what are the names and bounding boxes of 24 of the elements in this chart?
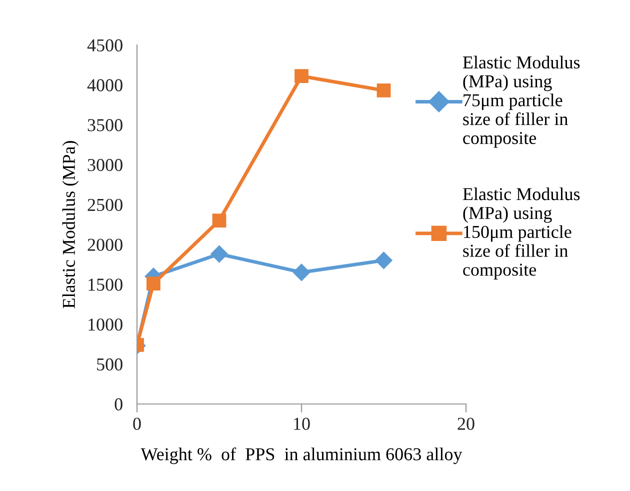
point xyxy=(212,214,226,228)
point xyxy=(210,245,228,263)
point xyxy=(375,252,392,269)
y-tick-label: 2000 xyxy=(88,238,122,251)
y-tick-label: 2500 xyxy=(88,198,122,211)
x-tick-label: 20 xyxy=(458,418,474,430)
y-tick-label: 4500 xyxy=(87,39,122,52)
y-tick-label: 0 xyxy=(114,398,122,410)
point xyxy=(294,69,308,84)
y-tick-label: 1000 xyxy=(88,318,122,331)
point xyxy=(146,276,160,290)
point xyxy=(376,84,391,98)
y-tick-label: 1500 xyxy=(88,278,122,291)
legend-label: Elastic Modulus (MPa) using 75μm particle size of filler in composite xyxy=(462,56,580,148)
y-axis-title: Elastic Modulus (MPa) xyxy=(62,141,79,308)
x-tick-label: 10 xyxy=(294,418,310,430)
x-axis-title: Weight % of PPS in aluminium 6063 alloy xyxy=(140,447,462,464)
legend-label: Elastic Modulus (MPa) using 150μm particle size of filler in composite xyxy=(462,187,580,280)
x-tick-label: 0 xyxy=(133,418,141,430)
y-tick-label: 3000 xyxy=(88,158,122,172)
point xyxy=(292,264,310,281)
y-tick-label: 500 xyxy=(97,358,122,371)
y-tick-label: 4000 xyxy=(87,79,122,92)
y-tick-label: 3500 xyxy=(88,119,122,132)
